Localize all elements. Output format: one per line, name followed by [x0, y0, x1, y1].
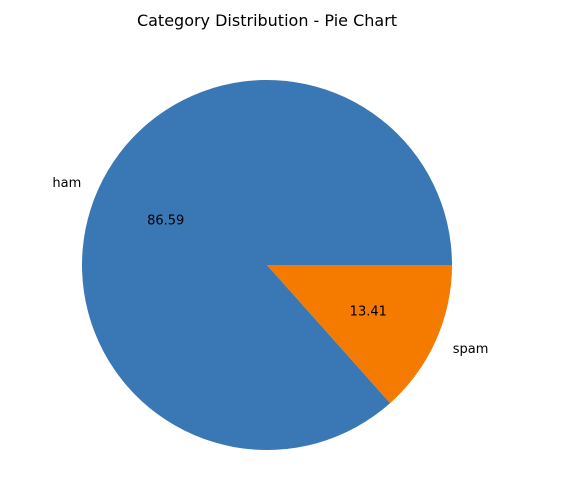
chart-title: Category Distribution - Pie Chart [137, 11, 397, 30]
pie-slice-spam [267, 265, 452, 404]
pie-labels: ham 86.59 spam 13.41 [52, 176, 488, 357]
slice-label-spam: spam [453, 342, 489, 357]
pie-slice-ham [82, 80, 453, 451]
value-label-spam: 13.41 [350, 304, 387, 319]
slice-label-ham: ham [52, 176, 81, 191]
pie-slices [82, 80, 453, 451]
value-label-ham: 86.59 [147, 214, 184, 229]
